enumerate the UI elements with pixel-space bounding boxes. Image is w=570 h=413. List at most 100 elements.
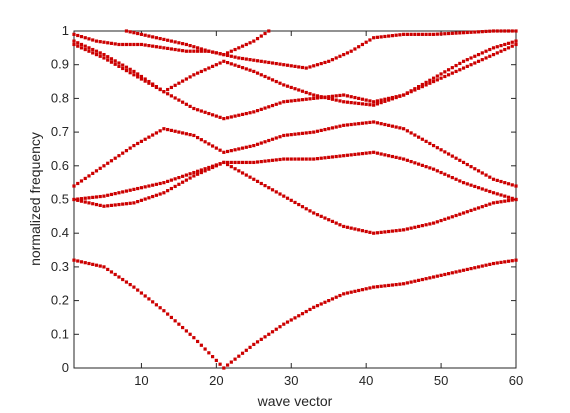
band-point (188, 49, 192, 53)
band-point (214, 51, 218, 55)
band-point (102, 164, 106, 168)
band-point (128, 201, 132, 205)
band-point (368, 151, 372, 155)
band-point (147, 44, 151, 48)
band-point (128, 67, 132, 71)
band-point (184, 178, 188, 182)
band-point (210, 50, 215, 54)
band-point (443, 172, 447, 176)
band-point (360, 229, 365, 233)
band-point (83, 47, 87, 52)
band-point (98, 54, 102, 58)
band-point (390, 34, 394, 38)
band-point (244, 348, 248, 352)
band-point (248, 144, 252, 149)
band-point (136, 141, 140, 146)
band-point (98, 51, 102, 55)
band-point (409, 89, 413, 93)
band-point (446, 272, 451, 276)
band-point (263, 159, 267, 163)
band-point (79, 197, 84, 201)
band-point (188, 104, 192, 109)
band-point (196, 49, 200, 53)
band-point (405, 158, 409, 162)
band-point (465, 64, 469, 68)
band-point (117, 42, 121, 47)
band-point (499, 260, 503, 265)
band-point (121, 42, 125, 47)
band-point (364, 229, 368, 234)
band-point (158, 129, 162, 133)
band-point (237, 64, 241, 68)
band-point (338, 124, 342, 128)
band-point (270, 330, 275, 334)
band-point (300, 65, 305, 70)
band-point (229, 115, 233, 119)
band-point (188, 332, 192, 336)
band-point (207, 351, 211, 355)
band-point (293, 316, 297, 320)
band-point (357, 228, 361, 232)
band-point (124, 189, 129, 193)
band-point (327, 299, 331, 303)
band-point (278, 192, 282, 196)
band-point (233, 148, 237, 152)
y-tick-label: 0.8 (51, 90, 69, 105)
band-point (102, 56, 106, 60)
band-point (214, 146, 218, 150)
band-point (278, 62, 282, 66)
band-point (473, 30, 477, 34)
band-point (349, 226, 353, 230)
band-point (124, 68, 129, 73)
band-point (390, 229, 394, 233)
band-point (514, 42, 518, 47)
band-point (345, 100, 350, 104)
band-point (375, 285, 380, 289)
band-point (439, 170, 443, 175)
band-point (465, 162, 469, 167)
band-point (409, 280, 413, 284)
band-point (181, 42, 185, 46)
band-point (210, 64, 215, 68)
band-point (297, 88, 301, 92)
band-point (334, 221, 338, 225)
band-point (443, 70, 447, 74)
band-point (503, 181, 507, 185)
band-point (364, 287, 368, 291)
band-point (349, 122, 353, 127)
band-point (364, 121, 368, 125)
band-point (345, 123, 350, 127)
band-point (109, 57, 114, 61)
band-point (233, 63, 237, 67)
band-point (387, 123, 391, 127)
band-point (94, 202, 99, 207)
band-point (372, 120, 376, 124)
band-point (173, 40, 177, 44)
band-point (285, 63, 290, 67)
band-point (435, 220, 439, 224)
band-point (106, 193, 110, 197)
band-point (315, 213, 320, 217)
band-point (199, 138, 203, 142)
band-point (83, 36, 87, 40)
band-point (304, 309, 308, 314)
band-point (443, 217, 447, 221)
band-point (106, 161, 110, 165)
band-point (79, 46, 84, 50)
band-point (87, 196, 91, 200)
band-point (181, 100, 185, 104)
band-point (109, 203, 114, 207)
band-point (304, 157, 308, 161)
band-point (169, 39, 173, 43)
band-point (458, 68, 462, 72)
band-point (368, 120, 372, 125)
band-point (214, 163, 218, 167)
band-point (91, 38, 95, 42)
band-point (495, 192, 499, 196)
band-point (484, 173, 488, 177)
band-point (439, 273, 443, 277)
band-point (91, 195, 95, 199)
band-point (106, 267, 110, 272)
band-point (158, 36, 162, 41)
band-point (319, 128, 323, 133)
